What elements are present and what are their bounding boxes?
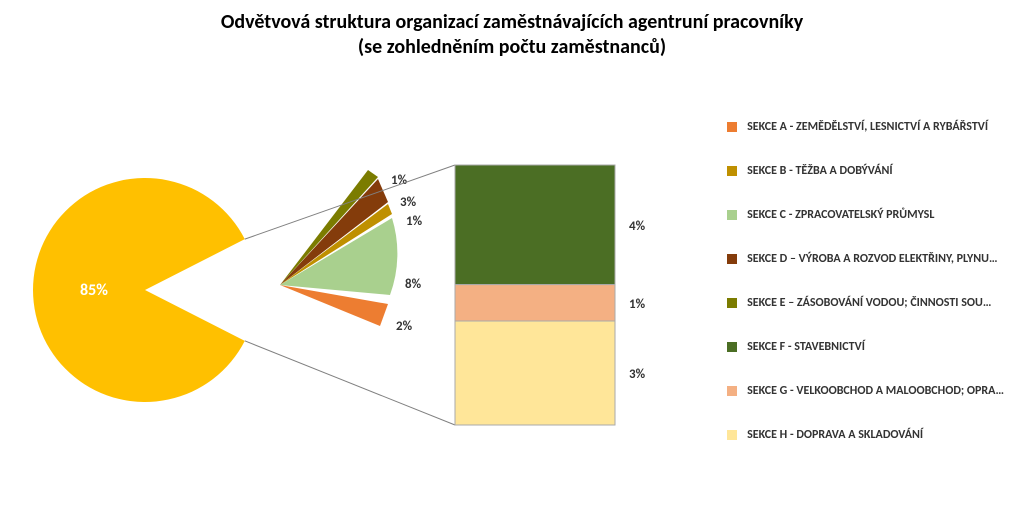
legend-label: SEKCE D – VÝROBA A ROZVOD ELEKTŘINY, PLY… <box>747 252 997 266</box>
legend-label: SEKCE G - VELKOOBCHOD A MALOOBCHOD; OPRA… <box>747 384 1004 398</box>
chart-svg: 85% 1% 3% 1% 8% 2% 4% 1% 3% <box>0 80 720 510</box>
legend-swatch <box>727 386 737 396</box>
legend-swatch <box>727 430 737 440</box>
legend-label: SEKCE C - ZPRACOVATELSKÝ PRŮMYSL <box>747 208 934 222</box>
legend-item-sekce-a: SEKCE A - ZEMĚDĚLSTVÍ, LESNICTVÍ A RYBÁŘ… <box>727 120 1004 134</box>
legend: SEKCE A - ZEMĚDĚLSTVÍ, LESNICTVÍ A RYBÁŘ… <box>727 120 1004 442</box>
legend-item-sekce-h: SEKCE H - DOPRAVA A SKLADOVÁNÍ <box>727 428 1004 442</box>
legend-label: SEKCE B - TĚŽBA A DOBÝVÁNÍ <box>747 164 893 178</box>
fan-label-sekce-c2: 8% <box>405 277 422 292</box>
pie-slice-main <box>33 178 245 402</box>
pie-label-main: 85% <box>80 281 108 300</box>
legend-swatch <box>727 210 737 220</box>
connector-line-bottom <box>245 341 455 425</box>
legend-swatch <box>727 166 737 176</box>
fan-label-sekce-e: 1% <box>391 173 408 188</box>
legend-label: SEKCE A - ZEMĚDĚLSTVÍ, LESNICTVÍ A RYBÁŘ… <box>747 120 988 134</box>
chart-title-line1: Odvětvová struktura organizací zaměstnáv… <box>0 10 1024 35</box>
stack-segment-sekce-f <box>455 165 615 285</box>
legend-item-sekce-c: SEKCE C - ZPRACOVATELSKÝ PRŮMYSL <box>727 208 1004 222</box>
legend-item-sekce-d: SEKCE D – VÝROBA A ROZVOD ELEKTŘINY, PLY… <box>727 252 1004 266</box>
legend-swatch <box>727 254 737 264</box>
legend-swatch <box>727 342 737 352</box>
legend-item-sekce-f: SEKCE F - STAVEBNICTVÍ <box>727 340 1004 354</box>
fan-label-sekce-b: 1% <box>406 214 423 229</box>
legend-item-sekce-g: SEKCE G - VELKOOBCHOD A MALOOBCHOD; OPRA… <box>727 384 1004 398</box>
fan-label-sekce-d: 3% <box>400 195 417 210</box>
stack-segment-sekce-h <box>455 321 615 425</box>
stack-label-sekce-f: 4% <box>629 219 646 234</box>
legend-swatch <box>727 122 737 132</box>
stack-segment-sekce-g <box>455 285 615 321</box>
legend-label: SEKCE F - STAVEBNICTVÍ <box>747 340 865 354</box>
fan-label-sekce-a: 2% <box>396 319 413 334</box>
stack-label-sekce-g: 1% <box>629 297 646 312</box>
stack-label-sekce-h: 3% <box>629 367 646 382</box>
legend-label: SEKCE H - DOPRAVA A SKLADOVÁNÍ <box>747 428 923 442</box>
chart-title: Odvětvová struktura organizací zaměstnáv… <box>0 10 1024 60</box>
chart-title-line2: (se zohledněním počtu zaměstnanců) <box>0 35 1024 60</box>
legend-swatch <box>727 298 737 308</box>
legend-item-sekce-b: SEKCE B - TĚŽBA A DOBÝVÁNÍ <box>727 164 1004 178</box>
legend-item-sekce-e: SEKCE E – ZÁSOBOVÁNÍ VODOU; ČINNOSTI SOU… <box>727 296 1004 310</box>
legend-label: SEKCE E – ZÁSOBOVÁNÍ VODOU; ČINNOSTI SOU… <box>747 296 991 310</box>
